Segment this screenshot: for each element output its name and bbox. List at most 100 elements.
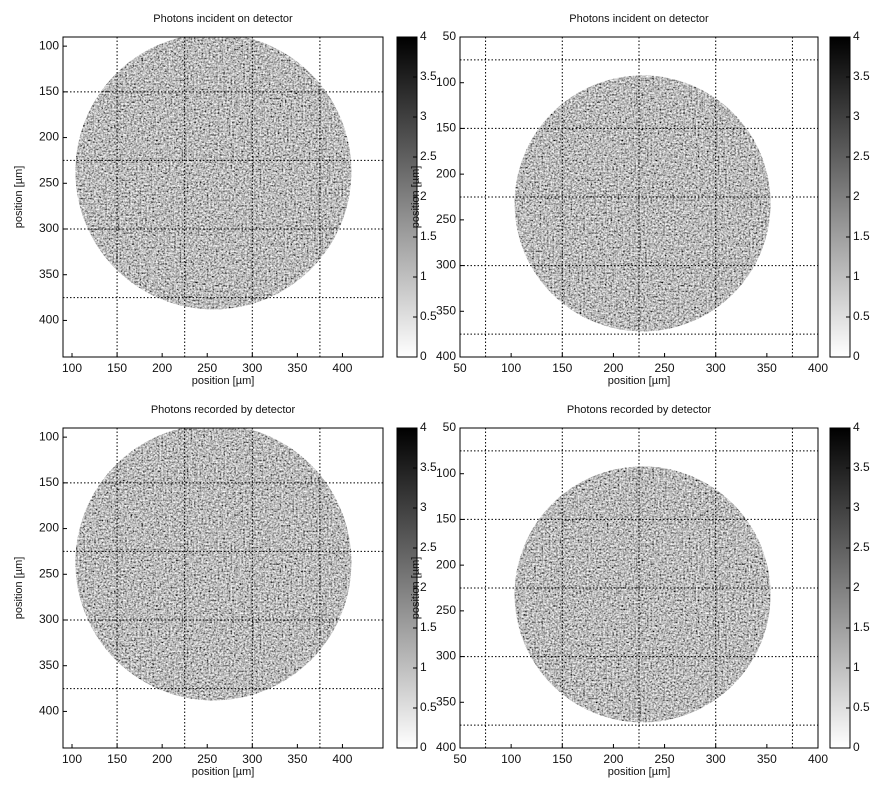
y-tick-label: 200 (436, 166, 456, 180)
y-axis-label: position [µm] (13, 557, 25, 620)
colorbar-tick-label: 1.5 (853, 620, 870, 634)
y-tick-label: 250 (39, 566, 59, 580)
x-tick-label: 300 (242, 361, 262, 375)
y-tick-label: 100 (436, 466, 456, 480)
x-tick-label: 150 (552, 361, 572, 375)
colorbar-tick-label: 1 (853, 269, 860, 283)
y-tick-label: 400 (436, 740, 456, 754)
colorbar-tick-label: 3 (420, 500, 427, 514)
y-tick-label: 300 (39, 612, 59, 626)
colorbar-tick-label: 2.5 (420, 540, 437, 554)
colorbar-tick-label: 1 (420, 269, 427, 283)
colorbar-tick-label: 1.5 (420, 229, 437, 243)
y-tick-label: 400 (436, 349, 456, 363)
y-tick-label: 350 (39, 267, 59, 281)
x-tick-label: 50 (453, 361, 467, 375)
y-tick-label: 250 (39, 175, 59, 189)
colorbar-tick-label: 2 (853, 189, 860, 203)
x-tick-label: 250 (197, 361, 217, 375)
x-axis-label: position [µm] (192, 375, 255, 387)
colorbar-tick-label: 1.5 (420, 620, 437, 634)
colorbar-tick-label: 0.5 (420, 309, 437, 323)
colorbar-tick-label: 1 (853, 660, 860, 674)
y-axis-label: position [µm] (410, 557, 422, 620)
x-tick-label: 150 (107, 752, 127, 766)
x-tick-label: 250 (197, 752, 217, 766)
x-tick-label: 150 (107, 361, 127, 375)
noise-texture (63, 428, 383, 748)
colorbar-tick-label: 2.5 (853, 149, 870, 163)
x-axis-label: position [µm] (608, 766, 671, 778)
noise-texture (63, 37, 383, 357)
y-axis-label: position [µm] (410, 166, 422, 229)
y-tick-label: 100 (39, 38, 59, 52)
y-tick-label: 50 (443, 420, 457, 434)
x-tick-label: 400 (808, 752, 828, 766)
image-disc (63, 428, 383, 748)
colorbar-tick-label: 0 (420, 349, 427, 363)
y-tick-label: 150 (436, 121, 456, 135)
colorbar-tick-label: 2 (853, 580, 860, 594)
y-tick-label: 150 (39, 84, 59, 98)
chart-title: Photons incident on detector (569, 13, 709, 25)
x-tick-label: 100 (501, 752, 521, 766)
x-tick-label: 250 (655, 361, 675, 375)
x-tick-label: 250 (655, 752, 675, 766)
chart-title: Photons recorded by detector (567, 404, 712, 416)
colorbar-tick-label: 3 (853, 500, 860, 514)
y-tick-label: 300 (436, 649, 456, 663)
y-axis-label: position [µm] (13, 166, 25, 229)
x-tick-label: 350 (757, 361, 777, 375)
x-tick-label: 200 (603, 752, 623, 766)
x-tick-label: 200 (152, 752, 172, 766)
colorbar-tick-label: 3.5 (853, 69, 870, 83)
colorbar-tick-label: 0.5 (853, 700, 870, 714)
x-tick-label: 400 (332, 361, 352, 375)
x-tick-label: 200 (603, 361, 623, 375)
colorbar-tick-label: 3.5 (853, 460, 870, 474)
colorbar-tick-label: 1.5 (853, 229, 870, 243)
y-tick-label: 200 (436, 557, 456, 571)
x-tick-label: 200 (152, 361, 172, 375)
y-tick-label: 300 (436, 258, 456, 272)
x-tick-label: 350 (287, 361, 307, 375)
colorbar-tick-label: 0.5 (853, 309, 870, 323)
y-tick-label: 200 (39, 521, 59, 535)
colorbar-tick-label: 3.5 (420, 460, 437, 474)
colorbar-tick-label: 4 (420, 420, 427, 434)
colorbar-tick-label: 3 (420, 109, 427, 123)
chart-title: Photons incident on detector (153, 13, 293, 25)
x-tick-label: 150 (552, 752, 572, 766)
x-tick-label: 100 (501, 361, 521, 375)
y-tick-label: 100 (39, 429, 59, 443)
y-tick-label: 400 (39, 704, 59, 718)
x-tick-label: 100 (62, 361, 82, 375)
x-tick-label: 400 (808, 361, 828, 375)
y-tick-label: 200 (39, 130, 59, 144)
y-tick-label: 150 (436, 512, 456, 526)
colorbar-tick-label: 2.5 (853, 540, 870, 554)
y-tick-label: 250 (436, 212, 456, 226)
y-tick-label: 150 (39, 475, 59, 489)
colorbar-tick-label: 3 (853, 109, 860, 123)
y-tick-label: 400 (39, 313, 59, 327)
colorbar-tick-label: 2.5 (420, 149, 437, 163)
colorbar-tick-label: 0 (420, 740, 427, 754)
colorbar-tick-label: 0.5 (420, 700, 437, 714)
y-tick-label: 250 (436, 603, 456, 617)
x-tick-label: 400 (332, 752, 352, 766)
y-tick-label: 350 (436, 303, 456, 317)
x-axis-label: position [µm] (608, 375, 671, 387)
colorbar-tick-label: 0 (853, 740, 860, 754)
x-tick-label: 100 (62, 752, 82, 766)
colorbar-tick-label: 4 (853, 29, 860, 43)
y-tick-label: 300 (39, 221, 59, 235)
x-tick-label: 350 (287, 752, 307, 766)
x-tick-label: 300 (706, 752, 726, 766)
chart-title: Photons recorded by detector (151, 404, 296, 416)
colorbar-tick-label: 3.5 (420, 69, 437, 83)
y-tick-label: 350 (436, 694, 456, 708)
image-disc (63, 37, 383, 357)
x-tick-label: 300 (706, 361, 726, 375)
x-tick-label: 50 (453, 752, 467, 766)
